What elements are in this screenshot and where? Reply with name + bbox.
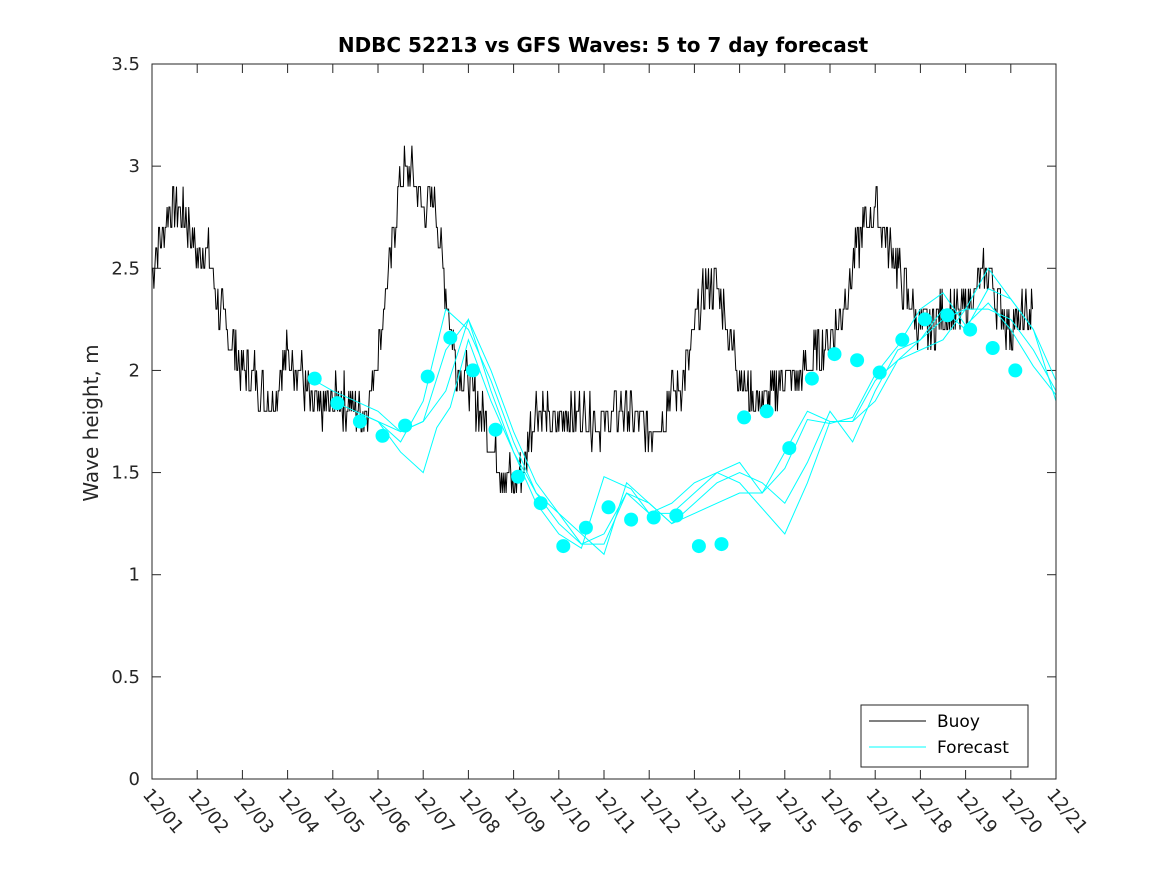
y-axis: 0 0.5 1 1.5 2 2.5 3 3.5 bbox=[111, 54, 1056, 790]
forecast-marker bbox=[895, 332, 910, 347]
y-axis-label: Wave height, m bbox=[79, 344, 103, 501]
x-tick-label: 12/15 bbox=[771, 785, 820, 838]
forecast-marker bbox=[330, 396, 345, 411]
forecast-marker bbox=[511, 469, 526, 484]
x-tick-label: 12/16 bbox=[816, 785, 865, 838]
legend: Buoy Forecast bbox=[860, 704, 1029, 768]
x-tick-label: 12/05 bbox=[319, 785, 368, 838]
x-tick-label: 12/01 bbox=[138, 785, 187, 838]
forecast-line-4 bbox=[377, 292, 1057, 549]
forecast-line-1 bbox=[314, 308, 1057, 545]
x-tick-label: 12/11 bbox=[590, 785, 639, 838]
y-tick-label: 3.5 bbox=[111, 54, 140, 75]
x-tick-label: 12/02 bbox=[183, 785, 232, 838]
forecast-marker bbox=[963, 322, 978, 337]
forecast-marker bbox=[375, 428, 390, 443]
y-tick-label: 0.5 bbox=[111, 667, 140, 688]
x-tick-label: 12/06 bbox=[364, 785, 413, 838]
x-tick-label: 12/20 bbox=[997, 785, 1046, 838]
x-tick-label: 12/18 bbox=[907, 785, 956, 838]
forecast-marker bbox=[352, 414, 367, 429]
plot-frame bbox=[151, 63, 1057, 780]
forecast-marker bbox=[782, 441, 797, 456]
y-tick-label: 2.5 bbox=[111, 258, 140, 279]
forecast-marker bbox=[917, 312, 932, 327]
forecast-marker bbox=[940, 308, 955, 323]
y-tick-label: 0 bbox=[129, 769, 140, 790]
x-tick-label: 12/14 bbox=[726, 785, 775, 838]
forecast-marker bbox=[759, 404, 774, 419]
x-tick-label: 12/03 bbox=[229, 785, 278, 838]
forecast-markers bbox=[307, 308, 1023, 554]
forecast-marker bbox=[398, 418, 413, 433]
forecast-marker bbox=[691, 539, 706, 554]
x-tick-label: 12/17 bbox=[861, 785, 910, 838]
forecast-marker bbox=[443, 330, 458, 345]
x-tick-label: 12/21 bbox=[1042, 785, 1091, 838]
x-tick-label: 12/09 bbox=[500, 785, 549, 838]
forecast-marker bbox=[669, 508, 684, 523]
x-tick-label: 12/12 bbox=[635, 785, 684, 838]
forecast-marker bbox=[737, 410, 752, 425]
forecast-marker bbox=[624, 512, 639, 527]
x-tick-label: 12/10 bbox=[545, 785, 594, 838]
forecast-marker bbox=[533, 496, 548, 511]
forecast-marker bbox=[646, 510, 661, 525]
buoy-line bbox=[152, 145, 1033, 494]
y-tick-label: 1 bbox=[129, 565, 140, 586]
forecast-marker bbox=[578, 520, 593, 535]
legend-forecast-label: Forecast bbox=[937, 738, 1009, 758]
y-tick-label: 1.5 bbox=[111, 463, 140, 484]
chart-title: NDBC 52213 vs GFS Waves: 5 to 7 day fore… bbox=[338, 33, 869, 57]
x-tick-label: 12/19 bbox=[952, 785, 1001, 838]
x-tick-label: 12/13 bbox=[681, 785, 730, 838]
forecast-line-2 bbox=[332, 288, 1057, 556]
x-tick-label: 12/07 bbox=[409, 785, 458, 838]
forecast-marker bbox=[601, 500, 616, 515]
forecast-marker bbox=[420, 369, 435, 384]
legend-box bbox=[860, 704, 1029, 768]
series-layer bbox=[152, 145, 1057, 556]
forecast-marker bbox=[488, 422, 503, 437]
y-tick-label: 3 bbox=[129, 156, 140, 177]
forecast-marker bbox=[827, 347, 842, 362]
forecast-marker bbox=[307, 371, 322, 386]
legend-buoy-label: Buoy bbox=[937, 712, 980, 732]
forecast-marker bbox=[714, 537, 729, 552]
forecast-marker bbox=[804, 371, 819, 386]
forecast-marker bbox=[985, 341, 1000, 355]
y-tick-label: 2 bbox=[129, 360, 140, 381]
forecast-marker bbox=[556, 539, 571, 554]
forecast-marker bbox=[465, 363, 480, 378]
forecast-marker bbox=[850, 353, 865, 368]
forecast-marker bbox=[872, 365, 887, 380]
x-tick-label: 12/04 bbox=[274, 785, 323, 838]
x-tick-label: 12/08 bbox=[455, 785, 504, 838]
forecast-marker bbox=[1008, 363, 1023, 378]
